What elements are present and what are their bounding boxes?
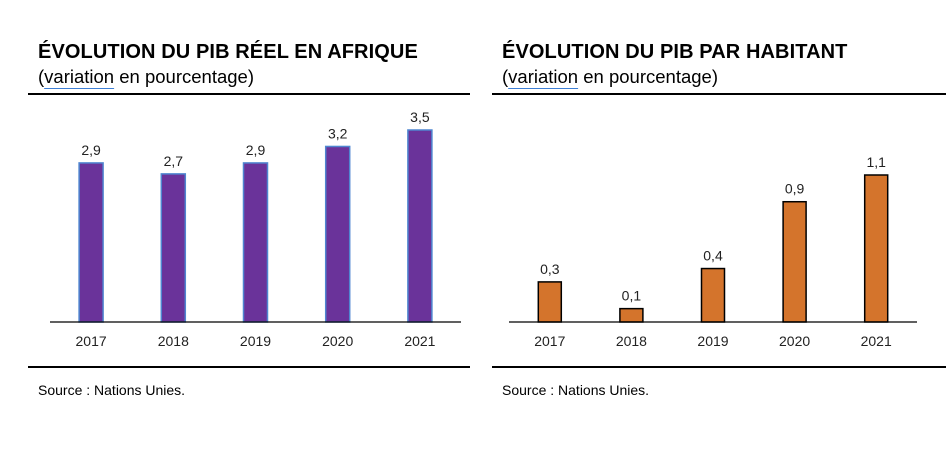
x-tick-label-2021: 2021 [861,333,892,349]
chart-panel-real-gdp: ÉVOLUTION DU PIB RÉEL EN AFRIQUE (variat… [28,41,470,398]
title-rule [492,93,946,95]
bar-2021 [407,129,433,323]
source-note: Source : Nations Unies. [502,382,650,398]
x-tick-label-2021: 2021 [404,333,435,349]
x-tick-label-2018: 2018 [158,333,189,349]
subtitle-word: variation [44,66,115,87]
data-label-2021: 3,5 [410,109,430,125]
data-label-2020: 0,9 [785,181,805,197]
data-label-2019: 0,4 [703,248,723,264]
footer-rule [28,366,470,368]
subtitle-word: variation [508,66,579,87]
subtitle-open: ( [502,66,509,87]
bar-2021 [863,174,889,323]
subtitle-rest: en pourcentage) [114,66,254,87]
bar-2019 [242,162,269,323]
x-tick-label-2017: 2017 [76,333,107,349]
title-rule [28,93,470,95]
bar-2020 [782,200,807,323]
bar-chart-gdp-per-capita: 0,3 2017 0,1 2018 0,4 2019 0,9 2020 1,1 2021 [509,154,917,349]
chart-subtitle: (variation en pourcentage) [38,66,254,88]
data-label-2017: 2,9 [81,142,101,158]
bar-2018 [619,307,644,323]
x-tick-label-2019: 2019 [697,333,728,349]
bar-chart-real-gdp: 2,9 2017 2,7 2018 2,9 2019 3,2 2020 3,5 2021 [50,109,461,349]
bar-2019 [700,267,726,323]
chart-title: ÉVOLUTION DU PIB RÉEL EN AFRIQUE [38,41,418,63]
data-label-2020: 3,2 [328,125,348,141]
bar-2020 [324,145,351,323]
x-tick-label-2020: 2020 [322,333,353,349]
chart-subtitle: (variation en pourcentage) [502,66,718,88]
chart-title: ÉVOLUTION DU PIB PAR HABITANT [502,41,848,63]
subtitle-open: ( [38,66,45,87]
footer-rule [492,366,946,368]
bar-2017 [537,281,563,323]
x-tick-label-2018: 2018 [616,333,647,349]
x-tick-label-2019: 2019 [240,333,271,349]
data-label-2017: 0,3 [540,261,560,277]
bar-2017 [78,162,104,323]
x-tick-label-2020: 2020 [779,333,810,349]
source-note: Source : Nations Unies. [38,382,186,398]
bar-2018 [160,173,187,323]
data-label-2019: 2,9 [246,142,266,158]
data-label-2018: 0,1 [622,288,642,304]
subtitle-rest: en pourcentage) [578,66,718,87]
x-tick-label-2017: 2017 [534,333,565,349]
data-label-2021: 1,1 [866,154,886,170]
chart-panel-gdp-per-capita: ÉVOLUTION DU PIB PAR HABITANT (variation… [476,0,952,458]
data-label-2018: 2,7 [164,153,184,169]
